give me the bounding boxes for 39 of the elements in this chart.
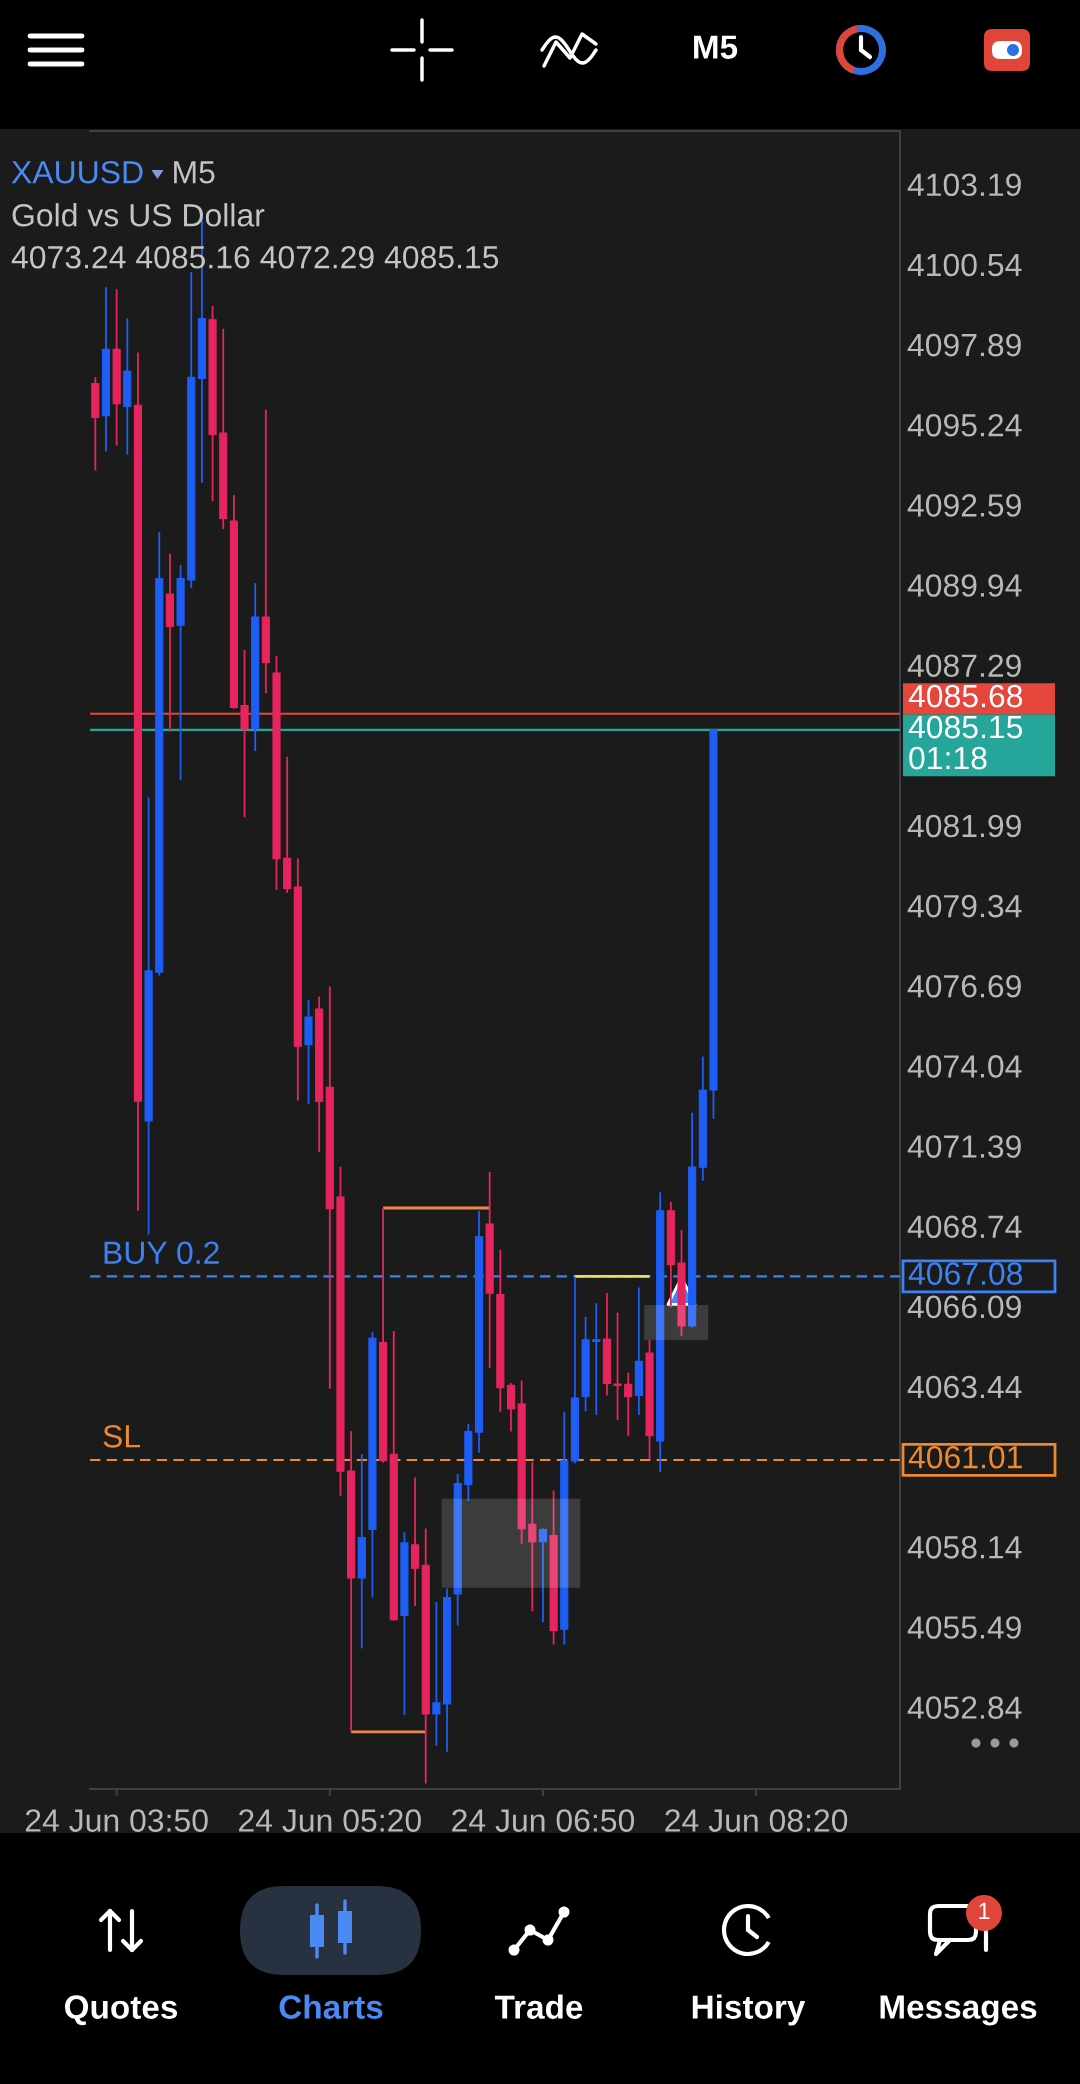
text: 01:18 [909,746,987,770]
y-tick-label: 4103.19 [907,173,1021,197]
text: Gold vs US Dollar [12,203,265,227]
x-tick-label: 24 Jun 08:20 [665,1809,848,1832]
ref-line-label: SL [103,1425,141,1448]
y-tick-label: 4089.94 [907,574,1022,597]
text: XAUUSD [11,160,143,184]
y-tick-label: 4074.04 [907,1055,1022,1078]
y-tick-label: 4076.69 [907,974,1021,998]
text: M5 [694,35,738,59]
text: 1 [979,1902,990,1920]
y-tick-label: 4092.59 [907,494,1021,517]
y-tick-label: 4081.99 [907,814,1021,838]
y-tick-label: 4055.49 [907,1616,1021,1639]
y-tick-label: 4068.74 [907,1215,1022,1239]
y-tick-label: 4052.84 [907,1696,1022,1719]
text: Trade [494,1994,583,2019]
text: 4067.08 [908,1262,1023,1285]
text: 4061.01 [908,1445,1022,1469]
y-tick-label: 4079.34 [907,894,1022,918]
annotation: M5 [174,161,215,184]
text: 4085.15 [908,715,1023,739]
y-tick-label: 4071.39 [907,1135,1021,1158]
text: 4085.68 [908,684,1023,708]
y-tick-label: 4100.54 [907,253,1022,277]
y-tick-label: 4066.09 [907,1295,1021,1319]
y-tick-label: 4095.24 [907,413,1022,437]
text: Messages [880,1995,1037,2026]
x-tick-label: 24 Jun 03:50 [25,1809,208,1832]
y-tick-label: 4087.29 [907,654,1021,678]
y-tick-label: 4097.89 [907,333,1021,357]
x-tick-label: 24 Jun 06:50 [452,1809,635,1832]
x-tick-label: 24 Jun 05:20 [239,1809,421,1832]
text: Charts [279,1994,383,2019]
ref-line-label: BUY 0.2 [104,1241,219,1265]
text: History [692,1994,806,2026]
y-tick-label: 4058.14 [907,1536,1022,1559]
y-tick-label: 4063.44 [907,1375,1022,1399]
text: Quotes [64,1995,178,2026]
